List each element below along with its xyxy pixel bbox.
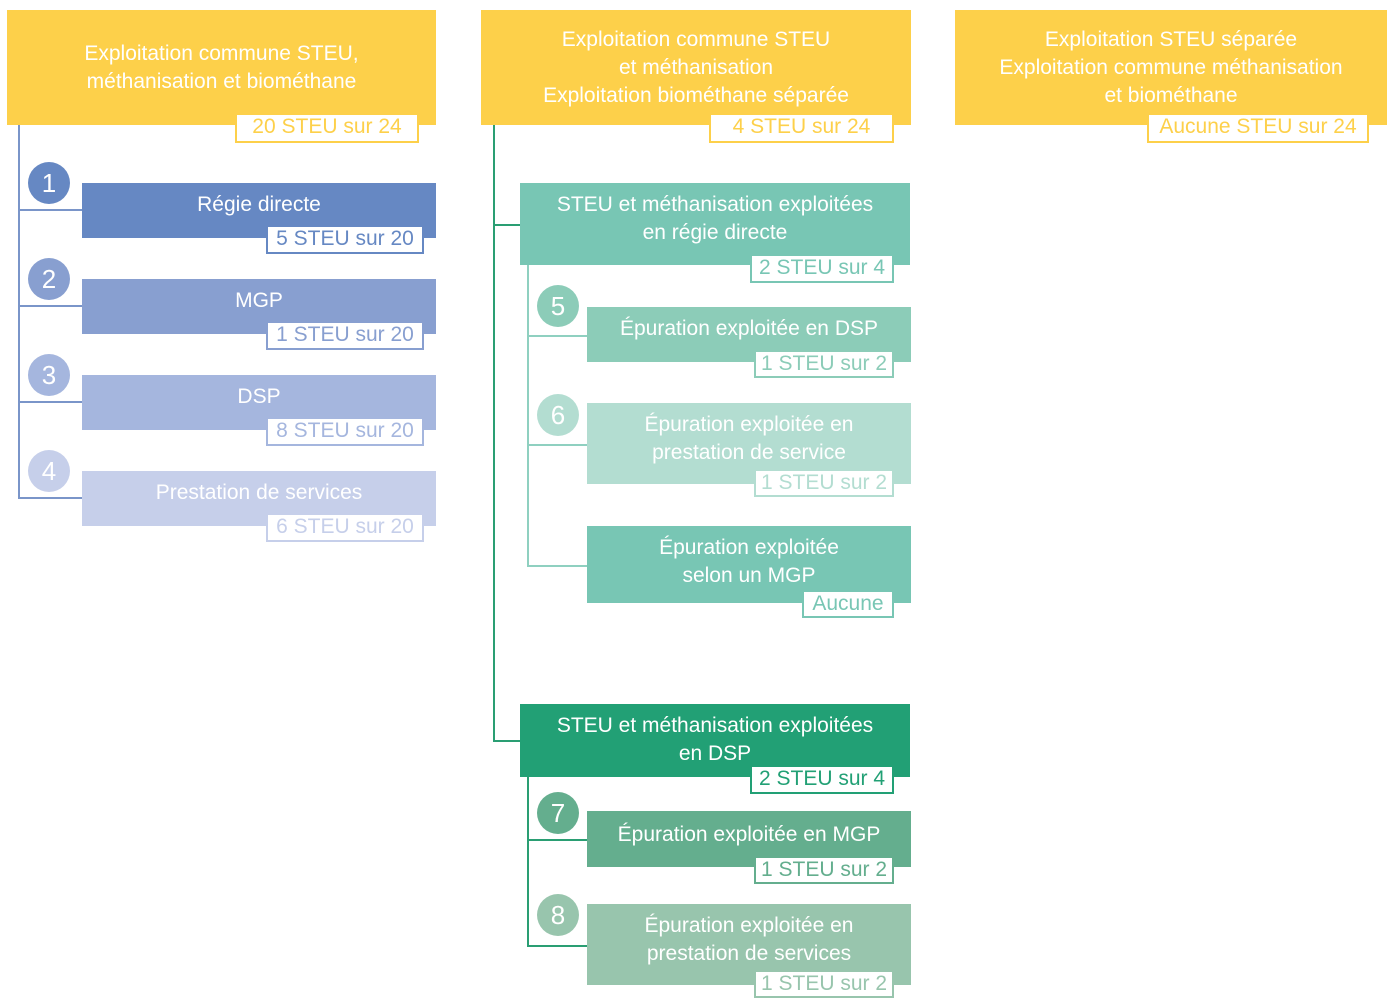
header-title: Exploitation commune STEU, xyxy=(84,42,359,65)
option-label: Régie directe xyxy=(197,193,321,216)
number-badge: 7 xyxy=(537,792,579,834)
header-title: et méthanisation xyxy=(618,56,774,79)
number-badge: 1 xyxy=(28,162,70,204)
count-badge: 1 STEU sur 2 xyxy=(754,856,894,884)
group-label: STEU et méthanisation exploitées xyxy=(556,714,874,737)
connector xyxy=(493,125,495,741)
group-label: STEU et méthanisation exploitées xyxy=(556,193,874,216)
connector xyxy=(18,305,82,307)
connector xyxy=(18,209,82,211)
connector xyxy=(18,401,82,403)
option-label: Prestation de services xyxy=(155,481,363,504)
number-badge: 4 xyxy=(28,450,70,492)
group-label: en régie directe xyxy=(642,221,788,244)
option-label: prestation de service xyxy=(652,441,846,464)
option-label: MGP xyxy=(235,289,283,312)
header xyxy=(481,10,911,125)
connector xyxy=(527,944,587,947)
count-badge: 20 STEU sur 24 xyxy=(235,113,419,143)
option-label: DSP xyxy=(237,385,281,408)
count-badge: 1 STEU sur 20 xyxy=(266,321,424,350)
option-label: Épuration exploitée en DSP xyxy=(620,317,878,340)
number-badge: 2 xyxy=(28,258,70,300)
header-title: Exploitation commune STEU xyxy=(561,28,831,51)
count-badge: 1 STEU sur 2 xyxy=(754,469,894,497)
number-badge: 5 xyxy=(537,285,579,327)
count-badge: 5 STEU sur 20 xyxy=(266,225,424,254)
connector xyxy=(18,497,82,499)
connector xyxy=(527,443,587,446)
header-title: Exploitation STEU séparée xyxy=(1044,28,1298,51)
count-badge: 6 STEU sur 20 xyxy=(266,513,424,542)
group-box xyxy=(520,183,910,265)
count-badge: 1 STEU sur 2 xyxy=(754,970,894,998)
group-label: en DSP xyxy=(678,742,752,765)
number-badge: 8 xyxy=(537,894,579,936)
connector xyxy=(493,224,520,226)
number-badge: 6 xyxy=(537,394,579,436)
header-title: et biométhane xyxy=(1104,84,1238,107)
count-badge: 8 STEU sur 20 xyxy=(266,417,424,446)
connector xyxy=(493,740,520,742)
count-badge: Aucune STEU sur 24 xyxy=(1147,113,1369,143)
header-title: méthanisation et biométhane xyxy=(86,70,357,93)
number-badge: 3 xyxy=(28,354,70,396)
header-title: Exploitation biométhane séparée xyxy=(543,84,849,107)
count-badge: 2 STEU sur 4 xyxy=(750,765,894,794)
header-title: Exploitation commune méthanisation xyxy=(999,56,1343,79)
header xyxy=(7,10,436,125)
count-badge: 2 STEU sur 4 xyxy=(750,254,894,283)
option-label: Épuration exploitée en MGP xyxy=(617,823,881,846)
count-badge: 1 STEU sur 2 xyxy=(754,350,894,378)
connector xyxy=(527,839,587,841)
connector xyxy=(527,265,529,566)
option-label: selon un MGP xyxy=(682,564,816,587)
connector xyxy=(18,125,20,498)
connector xyxy=(527,777,529,946)
connector xyxy=(527,334,587,337)
connector xyxy=(527,564,587,567)
count-badge: Aucune xyxy=(802,590,894,618)
option-label: Épuration exploitée xyxy=(659,536,839,559)
option-label: prestation de services xyxy=(646,942,852,965)
header xyxy=(955,10,1387,125)
group-box xyxy=(520,704,910,777)
count-badge: 4 STEU sur 24 xyxy=(709,113,894,143)
option-label: Épuration exploitée en xyxy=(644,413,854,436)
option-label: Épuration exploitée en xyxy=(644,914,854,937)
